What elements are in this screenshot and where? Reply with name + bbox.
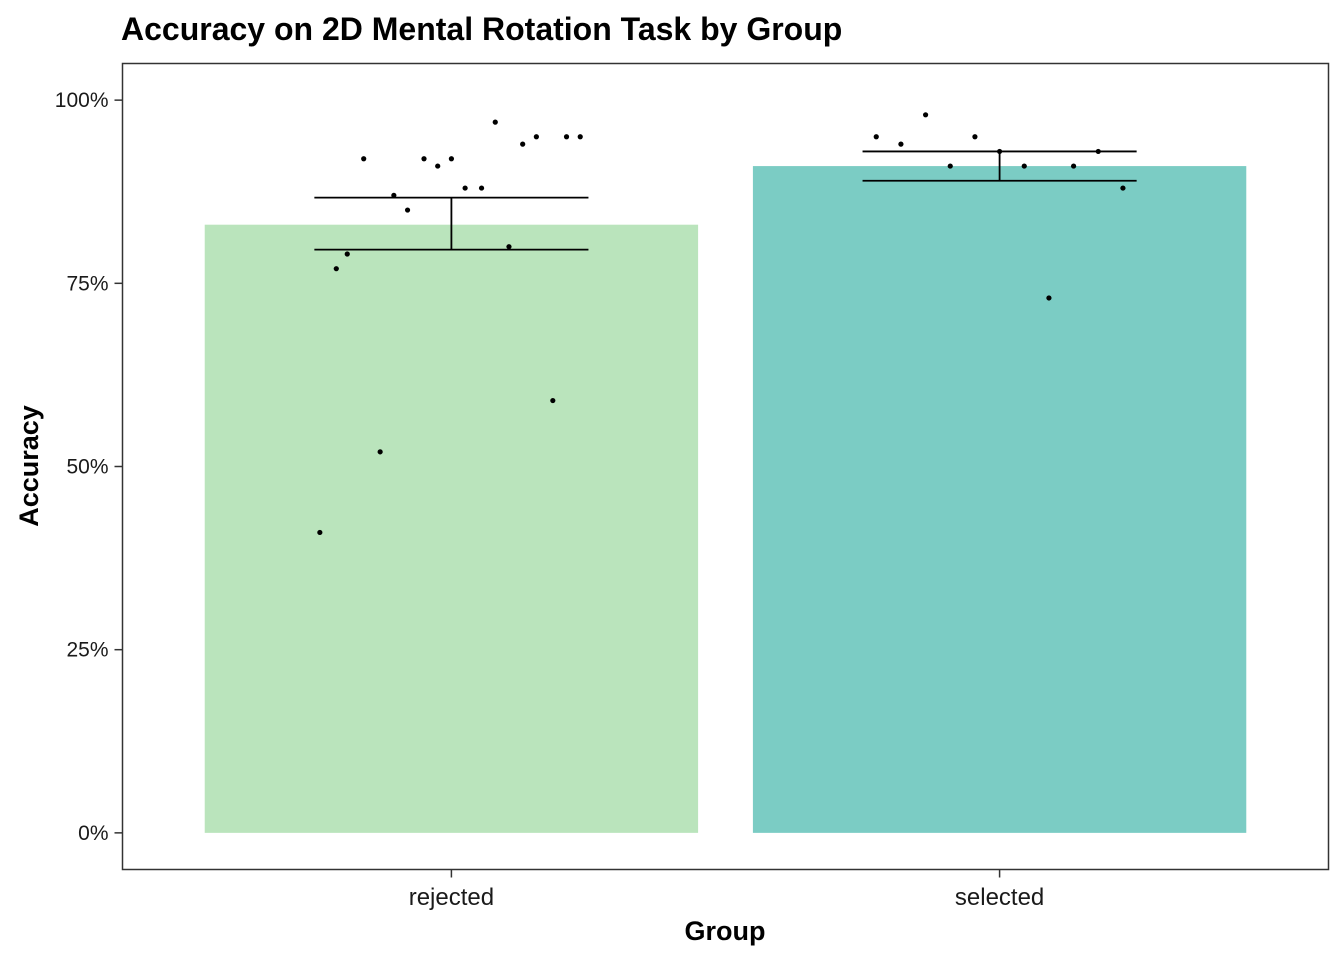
data-point-rejected-4 — [377, 449, 383, 455]
data-point-rejected-12 — [492, 119, 498, 125]
data-point-rejected-5 — [391, 192, 397, 198]
bar-rejected — [204, 224, 699, 833]
y-axis: 0% 25% 50% 75% 100% — [55, 89, 123, 845]
x-axis: rejected selected — [409, 869, 1044, 911]
x-tick-label-rejected: rejected — [409, 884, 494, 911]
data-point-rejected-13 — [506, 244, 512, 250]
data-point-selected-21 — [922, 112, 929, 118]
data-point-selected-25 — [1021, 163, 1027, 169]
data-point-rejected-8 — [435, 163, 441, 169]
y-tick-label-3: 75% — [66, 272, 108, 295]
data-point-rejected-11 — [478, 185, 485, 191]
data-point-selected-29 — [1120, 185, 1126, 191]
data-point-rejected-16 — [550, 397, 556, 404]
error-bars-layer — [314, 150, 1137, 251]
data-point-selected-24 — [996, 148, 1003, 155]
y-tick-label-0: 0% — [78, 822, 108, 845]
data-point-rejected-6 — [404, 207, 411, 213]
y-tick-label-1: 25% — [66, 639, 108, 662]
x-axis-title: Group — [685, 916, 766, 946]
data-point-rejected-0 — [317, 529, 323, 536]
data-point-rejected-9 — [448, 156, 455, 162]
y-axis-title: Accuracy — [14, 405, 44, 527]
data-point-rejected-1 — [333, 266, 339, 272]
bar-selected — [752, 166, 1247, 833]
y-tick-label-4: 100% — [55, 89, 109, 112]
data-point-rejected-10 — [462, 185, 468, 191]
data-point-rejected-15 — [533, 134, 539, 140]
data-point-selected-27 — [1070, 163, 1077, 169]
data-point-selected-28 — [1095, 148, 1101, 155]
data-point-rejected-17 — [563, 134, 570, 140]
y-tick-label-2: 50% — [66, 456, 108, 479]
data-point-selected-19 — [873, 134, 879, 140]
data-point-rejected-18 — [577, 134, 583, 140]
points-layer — [317, 112, 1126, 536]
x-tick-label-selected: selected — [955, 884, 1044, 911]
data-point-selected-22 — [947, 163, 953, 169]
data-point-selected-26 — [1046, 295, 1052, 301]
data-point-selected-23 — [972, 134, 978, 140]
data-point-rejected-7 — [421, 156, 427, 162]
data-point-rejected-14 — [520, 141, 526, 147]
data-point-selected-20 — [898, 141, 904, 147]
bars-layer — [204, 166, 1247, 833]
chart-title: Accuracy on 2D Mental Rotation Task by G… — [121, 11, 842, 47]
data-point-rejected-3 — [361, 156, 367, 162]
data-point-rejected-2 — [344, 251, 350, 257]
